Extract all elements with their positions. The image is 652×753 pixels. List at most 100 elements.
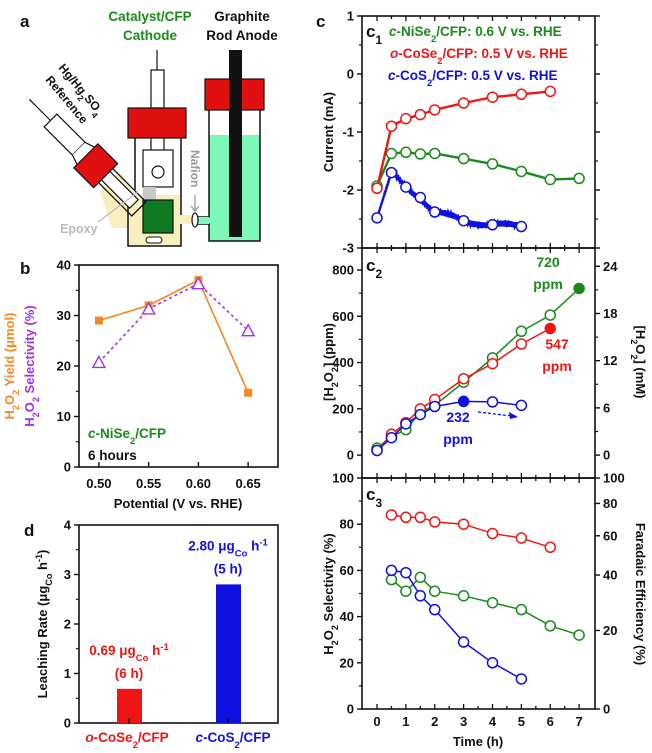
category-label: c-CoS2/CFP bbox=[195, 730, 270, 751]
nafion-arrow-icon bbox=[190, 195, 200, 213]
data-point-square bbox=[244, 388, 253, 397]
epoxy-label: Epoxy bbox=[60, 222, 98, 236]
series-line-green bbox=[376, 287, 580, 449]
data-point-circle bbox=[414, 148, 427, 160]
data-point-circle bbox=[515, 220, 528, 233]
data-point-circle bbox=[414, 511, 427, 524]
x-tick-label: 6 bbox=[547, 714, 554, 729]
data-point-circle bbox=[385, 120, 398, 132]
data-point-circle bbox=[544, 620, 556, 632]
data-point-circle bbox=[429, 603, 441, 616]
y-tick-label: 6 bbox=[603, 400, 610, 415]
y-tick-label: 600 bbox=[332, 309, 354, 324]
y-tick-label: 24 bbox=[603, 259, 618, 274]
bar-duration-label: (6 h) bbox=[115, 666, 144, 681]
y-tick-label: 80 bbox=[603, 496, 617, 511]
clamp-screw bbox=[151, 165, 165, 179]
x-tick-label: 0.60 bbox=[186, 476, 211, 491]
x-tick-label: 0.50 bbox=[86, 476, 111, 491]
y-tick-label: -1 bbox=[342, 125, 354, 140]
data-point-circle bbox=[385, 166, 398, 179]
value-annotation: ppm bbox=[443, 431, 473, 447]
data-point-circle bbox=[371, 444, 383, 457]
data-point-circle bbox=[400, 585, 412, 597]
bar-value-label: 2.80 μgCo h-1 bbox=[188, 537, 268, 559]
data-point-circle bbox=[429, 400, 441, 413]
bar bbox=[216, 584, 241, 723]
data-point-circle bbox=[457, 518, 470, 530]
dashed-arrow bbox=[477, 411, 513, 417]
x-tick-label: 5 bbox=[518, 714, 525, 729]
y-tick-label: 0 bbox=[347, 67, 354, 82]
y-tick-label: -3 bbox=[342, 241, 354, 256]
category-label: o-CoSe2/CFP bbox=[85, 730, 168, 751]
y-tick-label: 12 bbox=[603, 353, 617, 368]
panel-label-b: b bbox=[20, 259, 30, 278]
bar-duration-label: (5 h) bbox=[214, 561, 243, 576]
data-point-circle bbox=[457, 590, 470, 602]
data-point-circle bbox=[486, 91, 499, 103]
y-tick-label: 2 bbox=[64, 617, 71, 632]
data-point-circle bbox=[544, 322, 556, 335]
y-tick-label: 60 bbox=[603, 528, 617, 543]
y-tick-label: 0 bbox=[603, 448, 610, 463]
data-point-circle bbox=[414, 408, 427, 421]
data-point-circle bbox=[385, 431, 398, 444]
y-axis-label: Leaching Rate (μgCo h-1) bbox=[34, 550, 54, 699]
data-point-circle bbox=[457, 395, 470, 408]
y-tick-label: 800 bbox=[332, 262, 354, 277]
series-line-blue bbox=[375, 170, 522, 228]
cathode-holder bbox=[150, 69, 165, 109]
x-tick-label: 1 bbox=[402, 714, 409, 729]
data-point-circle bbox=[385, 509, 398, 521]
electrode-clamp bbox=[142, 149, 174, 188]
bar-value-label: 0.69 μgCo h-1 bbox=[89, 641, 169, 663]
y-tick-label: -2 bbox=[342, 183, 354, 198]
y-tick-label: 400 bbox=[332, 355, 354, 370]
data-point-circle bbox=[429, 147, 441, 160]
data-point-triangle bbox=[191, 276, 206, 290]
y-axis-label-selectivity: H2O2 Selectivity (%) bbox=[22, 305, 41, 426]
legend-entry-blue: c-CoS2/CFP: 0.5 V vs. RHE bbox=[388, 68, 558, 89]
data-point-circle bbox=[486, 357, 499, 370]
y-tick-label: 40 bbox=[603, 568, 617, 583]
y-tick-label: 0 bbox=[347, 448, 354, 463]
series-line-purple bbox=[98, 282, 249, 364]
y-tick-label: 100 bbox=[603, 471, 625, 486]
data-point-circle bbox=[486, 657, 499, 669]
data-point-circle bbox=[515, 673, 528, 685]
data-point-circle bbox=[371, 182, 383, 195]
data-point-circle bbox=[400, 566, 412, 579]
value-annotation: ppm bbox=[542, 358, 572, 374]
data-point-circle bbox=[385, 147, 398, 160]
y-tick-label: 30 bbox=[57, 308, 71, 323]
y-axis-label-yield: H2O2 Yield (μmol) bbox=[2, 313, 21, 420]
cell-diagram: a Catalyst/CFP Cathode Graphite Rod Anod… bbox=[20, 9, 278, 247]
data-point-circle bbox=[544, 541, 556, 554]
x-tick-label: 0.65 bbox=[235, 476, 260, 491]
reference-electrode bbox=[28, 98, 147, 217]
y-tick-label: 20 bbox=[340, 655, 354, 670]
y-axis-label-right: [H2O2] (mM) bbox=[629, 326, 648, 399]
y-axis-label: [H2O2] (ppm) bbox=[321, 323, 340, 401]
data-point-circle bbox=[414, 191, 427, 204]
sub-panel-label-c1: c1 bbox=[366, 22, 382, 47]
duration-annotation: 6 hours bbox=[88, 448, 137, 463]
data-point-circle bbox=[429, 585, 441, 597]
y-tick-label: 100 bbox=[332, 471, 354, 486]
data-point-circle bbox=[429, 206, 441, 218]
y-tick-label: 20 bbox=[57, 359, 71, 374]
y-tick-label: 20 bbox=[603, 623, 617, 638]
y-axis-label-right: Faradaic Efficiency (%) bbox=[633, 523, 648, 665]
y-tick-label: 4 bbox=[64, 518, 72, 533]
data-point-circle bbox=[515, 338, 528, 350]
data-point-circle bbox=[400, 181, 412, 193]
y-tick-label: 0 bbox=[603, 702, 610, 717]
y-axis-label: H2O2 Selectivity (%) bbox=[321, 533, 340, 654]
x-axis-label: Potential (V vs. RHE) bbox=[114, 496, 243, 511]
value-annotation: ppm bbox=[533, 276, 563, 292]
y-tick-label: 3 bbox=[64, 567, 71, 582]
cathode-label-2: Cathode bbox=[123, 28, 177, 43]
data-point-circle bbox=[486, 396, 499, 408]
